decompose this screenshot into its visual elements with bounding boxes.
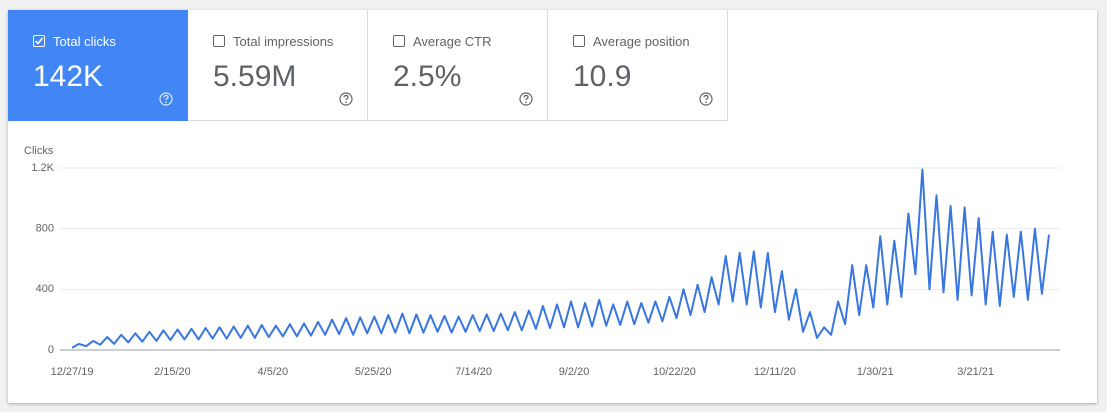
help-icon[interactable] [159, 92, 173, 106]
y-tick-label: 800 [36, 223, 54, 235]
x-tick-label: 12/27/19 [51, 366, 94, 378]
metric-label: Total clicks [53, 34, 116, 49]
x-tick-label: 10/22/20 [653, 366, 696, 378]
x-tick-label: 4/5/20 [258, 366, 289, 378]
metric-label: Average CTR [413, 34, 492, 49]
checkbox[interactable] [393, 35, 405, 47]
metric-value: 2.5% [393, 60, 462, 93]
metric-value: 142K [33, 60, 104, 93]
checkbox[interactable] [33, 35, 45, 47]
metric-card[interactable]: Total clicks 142K [8, 10, 188, 121]
x-tick-label: 3/21/21 [957, 366, 994, 378]
x-tick-label: 7/14/20 [455, 366, 492, 378]
check-mark [34, 37, 44, 45]
y-tick-label: 400 [36, 283, 54, 295]
clicks-line [71, 168, 1050, 349]
help-icon[interactable] [699, 92, 713, 106]
metric-value: 10.9 [573, 60, 632, 93]
x-tick-label: 5/25/20 [355, 366, 392, 378]
metric-label: Average position [593, 34, 690, 49]
help-icon[interactable] [519, 92, 533, 106]
metric-card[interactable]: Total impressions 5.59M [188, 10, 368, 121]
metric-label: Total impressions [233, 34, 334, 49]
help-icon[interactable] [339, 92, 353, 106]
y-axis-title: Clicks [24, 145, 54, 157]
y-tick-label: 0 [48, 344, 54, 356]
x-tick-label: 12/11/20 [754, 366, 796, 378]
metric-value: 5.59M [213, 60, 297, 93]
chart: Clicks 0 400 800 1.2K 12/27/19 2/15/20 4/5/20 5… [24, 145, 1060, 378]
x-tick-label: 1/30/21 [857, 366, 894, 378]
metric-card[interactable]: Average CTR 2.5% [368, 10, 548, 121]
checkbox[interactable] [573, 35, 585, 47]
x-tick-label: 9/2/20 [559, 366, 590, 378]
performance-panel: Clicks 0 400 800 1.2K 12/27/19 2/15/20 4/5/20 5… [8, 10, 1097, 403]
checkbox[interactable] [213, 35, 225, 47]
x-tick-label: 2/15/20 [154, 366, 191, 378]
y-tick-label: 1.2K [31, 162, 54, 174]
metric-card[interactable]: Average position 10.9 [548, 10, 728, 121]
